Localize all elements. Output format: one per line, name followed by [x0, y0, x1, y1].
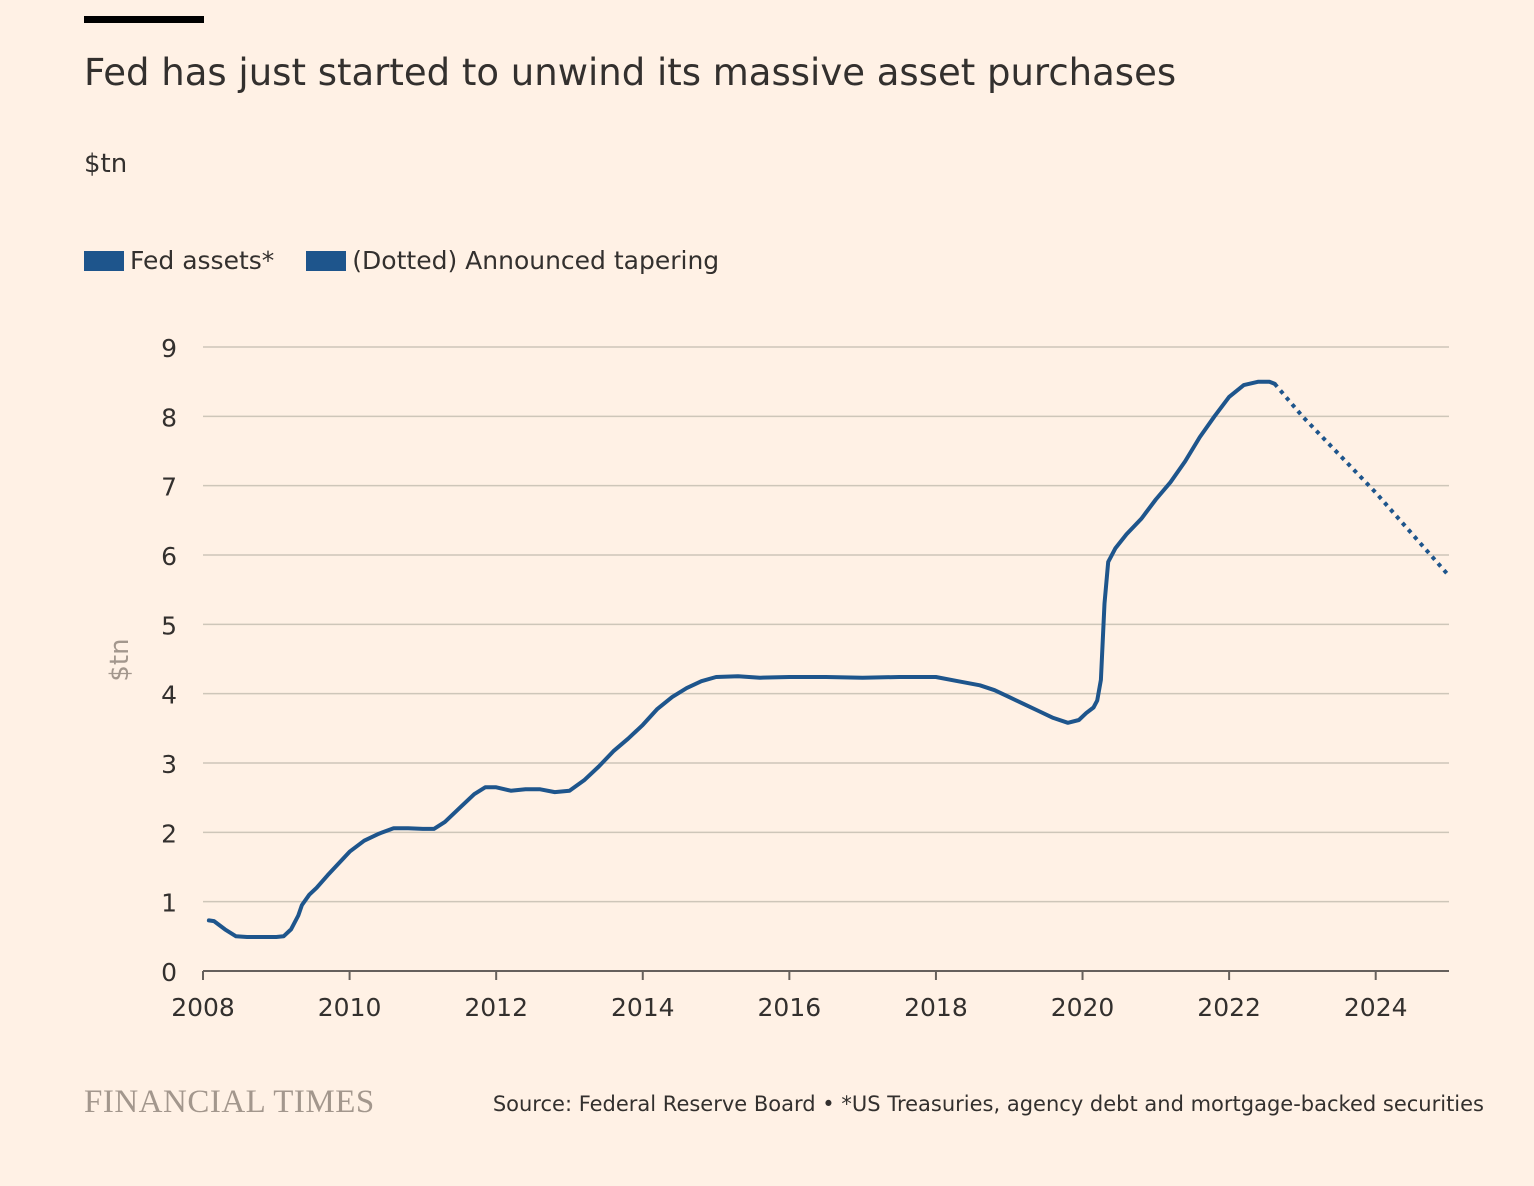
y-tick-label: 0 [161, 958, 177, 987]
y-tick-label: 5 [161, 611, 177, 640]
series-line-announced-tapering [1273, 382, 1451, 578]
y-tick-label: 7 [161, 473, 177, 502]
legend-label-fed-assets: Fed assets* [130, 246, 275, 275]
x-tick-label: 2020 [1051, 993, 1115, 1022]
y-tick-label: 2 [161, 819, 177, 848]
y-tick-label: 3 [161, 750, 177, 779]
y-tick-label: 6 [161, 542, 177, 571]
x-tick-label: 2024 [1344, 993, 1408, 1022]
x-tick-label: 2022 [1197, 993, 1261, 1022]
y-axis-title: $tn [105, 638, 135, 681]
source-note: Source: Federal Reserve Board • *US Trea… [492, 1092, 1484, 1116]
top-accent-bar [84, 16, 204, 23]
axes: 0 1 2 3 4 5 6 7 8 9 2008 2010 2012 2014 2016 2018 2020 20… [161, 334, 1449, 1022]
financial-times-logo: FINANCIAL TIMES [84, 1084, 375, 1120]
x-tick-label: 2008 [171, 993, 235, 1022]
y-tick-label: 4 [161, 681, 177, 710]
series-lines [206, 379, 1451, 939]
y-tick-label: 8 [161, 403, 177, 432]
x-tick-label: 2014 [611, 993, 675, 1022]
y-tick-label: 1 [161, 889, 177, 918]
legend-label-announced-tapering: (Dotted) Announced tapering [352, 246, 720, 275]
legend-item-fed-assets: Fed assets* [84, 244, 274, 278]
series-line-fed-assets [206, 379, 1277, 939]
legend: Fed assets* (Dotted) Announced tapering [84, 244, 751, 278]
x-tick-label: 2018 [904, 993, 968, 1022]
legend-swatch-announced-tapering [306, 251, 347, 271]
legend-swatch-fed-assets [84, 251, 124, 271]
gridlines [203, 346, 1449, 903]
x-tick-label: 2016 [758, 993, 822, 1022]
chart-title: Fed has just started to unwind its massi… [84, 51, 1177, 94]
y-tick-label: 9 [161, 334, 177, 363]
x-tick-label: 2012 [464, 993, 528, 1022]
x-tick-label: 2010 [318, 993, 382, 1022]
legend-item-announced-tapering: (Dotted) Announced tapering [306, 244, 719, 278]
chart-subtitle: $tn [84, 149, 128, 179]
